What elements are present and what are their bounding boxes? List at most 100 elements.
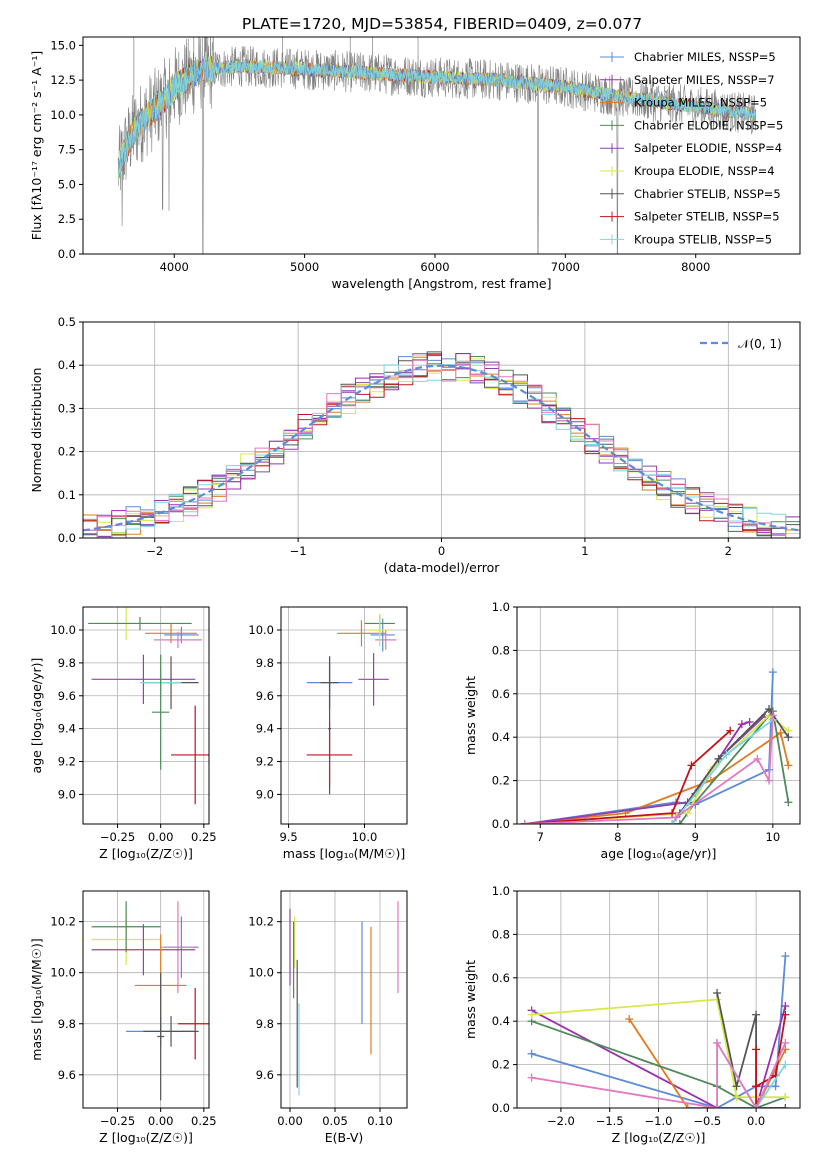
- y-tick-label: 1.0: [492, 600, 510, 614]
- x-tick-label: 6000: [420, 260, 449, 274]
- y-tick-label: 10.2: [50, 915, 76, 929]
- x-tick-label: 7000: [551, 260, 580, 274]
- data-point: [91, 654, 196, 704]
- data-marker: [752, 1082, 761, 1091]
- x-axis-label: Z [log₁₀(Z/Z☉)]: [612, 1130, 706, 1145]
- legend-label: Chabrier ELODIE, NSSP=5: [634, 118, 783, 132]
- data-marker: [625, 1015, 634, 1024]
- x-tick-label: 0.00: [277, 1114, 303, 1128]
- axes-frame: [280, 890, 408, 1109]
- data-marker: [764, 776, 773, 785]
- y-tick-label: 0.0: [58, 247, 76, 261]
- legend-entry: Chabrier STELIB, NSSP=5: [600, 187, 781, 201]
- series-chabrier_stelib: [520, 704, 793, 824]
- series-pink: [527, 1038, 790, 1108]
- x-tick-label: 0.05: [322, 1114, 348, 1128]
- x-tick-label: 10: [766, 830, 781, 844]
- data-point: [369, 613, 391, 647]
- plot-area: [83, 607, 209, 824]
- legend-entry: Salpeter STELIB, NSSP=5: [600, 210, 780, 224]
- x-tick-label: −0.25: [100, 1114, 135, 1128]
- y-tick-label: 9.6: [58, 689, 76, 703]
- x-tick-label: −1.5: [596, 1114, 624, 1128]
- y-tick-label: 9.8: [256, 656, 274, 670]
- data-marker: [713, 1104, 722, 1108]
- axes-2: −2 −1 0 1 2 0.0 0.1 0.2 0.3 0.4 0.5 (data-model)/er…: [29, 315, 801, 575]
- y-axis-label: mass [log₁₀(M/M☉)]: [29, 938, 44, 1060]
- data-marker: [668, 820, 677, 824]
- x-tick-label: 8: [614, 830, 621, 844]
- data-point: [157, 972, 165, 1101]
- legend-label: Chabrier MILES, NSSP=5: [634, 50, 776, 64]
- axes-frame: [82, 606, 210, 825]
- plot-area: [83, 891, 209, 1108]
- data-marker: [722, 750, 731, 759]
- y-tick-label: 0.6: [492, 687, 510, 701]
- legend-label: Kroupa STELIB, NSSP=5: [634, 232, 772, 246]
- x-axis-label: mass [log₁₀(M/M☉)]: [283, 846, 405, 861]
- y-tick-label: 0.3: [58, 401, 76, 415]
- y-tick-label: 1.0: [492, 884, 510, 898]
- data-marker: [781, 1002, 790, 1011]
- data-marker: [781, 1104, 790, 1108]
- axes-frame: [82, 36, 801, 255]
- x-tick-label: 0: [438, 544, 445, 558]
- data-marker: [781, 1038, 790, 1047]
- y-tick-label: 0.1: [58, 488, 76, 502]
- plot-area: [281, 891, 407, 1108]
- plot-area: [517, 607, 800, 824]
- x-tick-label: 8000: [681, 260, 710, 274]
- x-tick-label: 9.5: [279, 830, 297, 844]
- y-tick-label: 2.5: [58, 212, 76, 226]
- axes-1: 4000 5000 6000 7000 8000 0.0 2.5 5.0 7.5 10.0 12.5…: [29, 36, 801, 291]
- legend-label: Salpeter STELIB, NSSP=5: [634, 210, 780, 224]
- y-tick-label: 0.8: [492, 643, 510, 657]
- y-tick-label: 7.5: [58, 143, 76, 157]
- x-tick-label: −0.5: [693, 1114, 721, 1128]
- data-marker: [668, 809, 677, 818]
- data-marker: [732, 1082, 741, 1091]
- y-axis-label: mass weight: [463, 676, 478, 755]
- data-point: [337, 620, 386, 647]
- y-tick-label: 9.8: [256, 1017, 274, 1031]
- y-axis-label: mass weight: [463, 960, 478, 1039]
- y-tick-label: 9.0: [58, 787, 76, 801]
- y-tick-label: 0.2: [58, 445, 76, 459]
- series-salpeter_stelib: [520, 726, 735, 824]
- legend-entry: Chabrier MILES, NSSP=5: [600, 50, 776, 64]
- legend-entry: Kroupa MILES, NSSP=5: [600, 96, 767, 110]
- data-marker: [781, 952, 790, 961]
- legend-label: Salpeter MILES, NSSP=7: [634, 73, 775, 87]
- data-marker: [732, 1093, 741, 1102]
- x-tick-label: 9: [692, 830, 699, 844]
- x-tick-label: −1.0: [645, 1114, 673, 1128]
- x-tick-label: 1: [581, 544, 588, 558]
- data-point: [177, 988, 209, 1060]
- y-tick-label: 0.4: [492, 730, 510, 744]
- x-tick-label: 7: [537, 830, 544, 844]
- axes-7: 0.00 0.05 0.10 9.6 9.8 10.0 10.2 E(B-V): [248, 890, 408, 1145]
- data-marker: [784, 798, 793, 807]
- data-marker: [781, 1060, 790, 1069]
- series-chabrier_stelib: [713, 988, 790, 1108]
- y-axis-label: Flux [fλ10⁻¹⁷ erg cm⁻² s⁻¹ A⁻¹]: [29, 51, 44, 240]
- series-line: [524, 719, 774, 824]
- x-tick-label: 10.0: [352, 830, 378, 844]
- data-marker: [713, 1038, 722, 1047]
- x-tick-label: −1: [290, 544, 307, 558]
- data-marker: [520, 820, 529, 824]
- x-axis-label: age [log₁₀(age/yr)]: [601, 846, 717, 861]
- y-tick-label: 5.0: [58, 177, 76, 191]
- y-tick-label: 9.4: [58, 722, 76, 736]
- x-tick-label: 5000: [290, 260, 319, 274]
- data-marker: [714, 754, 723, 763]
- y-tick-label: 9.8: [58, 656, 76, 670]
- data-marker: [527, 1010, 536, 1019]
- data-marker: [784, 733, 793, 742]
- y-tick-label: 0.6: [492, 971, 510, 985]
- y-tick-label: 15.0: [50, 38, 76, 52]
- y-tick-label: 10.0: [50, 108, 76, 122]
- data-marker: [527, 1049, 536, 1058]
- y-tick-label: 0.2: [492, 774, 510, 788]
